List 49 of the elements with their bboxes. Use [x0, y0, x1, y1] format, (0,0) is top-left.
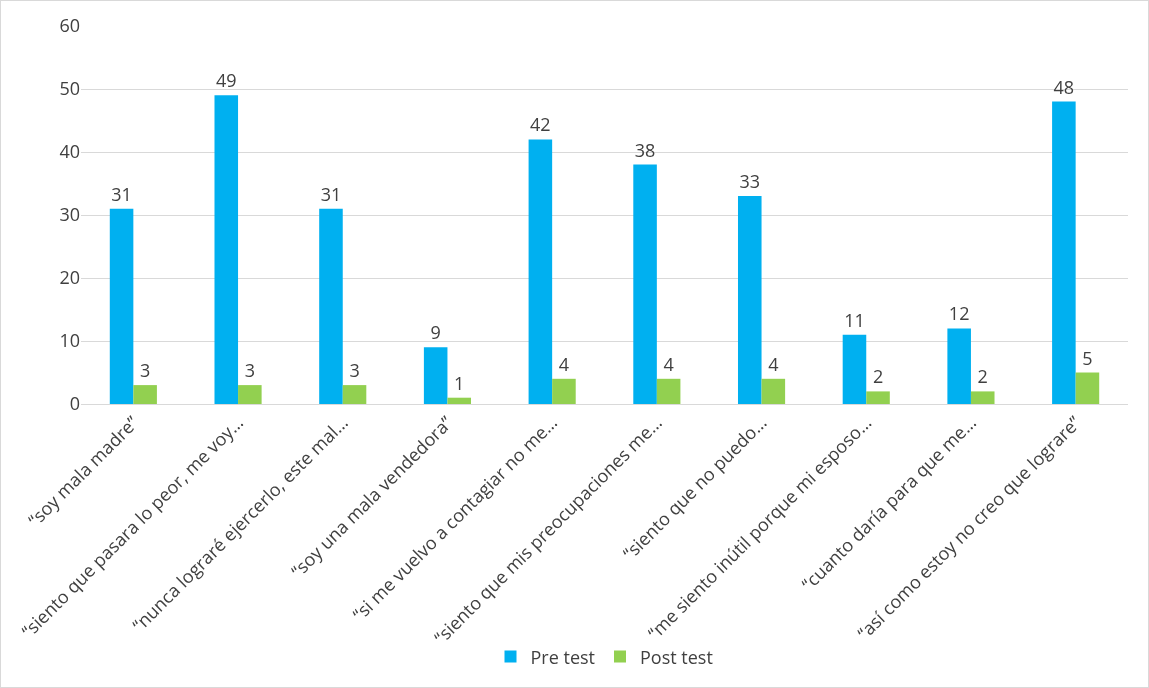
- y-tick-label: 40: [59, 139, 80, 164]
- bar: [447, 397, 472, 404]
- y-tick-label: 10: [59, 328, 80, 353]
- data-label: 1: [454, 370, 465, 395]
- bar: [633, 164, 657, 404]
- data-label: 48: [1053, 74, 1075, 99]
- bar: [238, 385, 262, 404]
- bar: [552, 378, 576, 404]
- data-label: 33: [739, 169, 761, 194]
- bar: [866, 391, 890, 404]
- data-label: 4: [558, 351, 570, 376]
- bar: [319, 208, 343, 404]
- data-label: 31: [320, 181, 342, 206]
- legend-label: Post test: [640, 644, 713, 669]
- bar: [1052, 101, 1076, 404]
- data-label: 31: [111, 181, 132, 206]
- bar: [423, 347, 448, 404]
- bar: [528, 139, 553, 404]
- bar: [214, 95, 239, 404]
- data-label: 4: [663, 351, 674, 376]
- data-label: 2: [977, 364, 988, 389]
- bar: [947, 328, 971, 404]
- y-tick-label: 0: [69, 391, 80, 416]
- data-label: 42: [530, 112, 551, 137]
- bar: [342, 385, 367, 404]
- data-label: 3: [244, 358, 255, 383]
- bar: [656, 378, 681, 404]
- data-label: 2: [872, 364, 884, 389]
- data-label: 9: [430, 320, 441, 345]
- bar: [761, 378, 786, 404]
- data-label: 5: [1082, 345, 1093, 370]
- data-label: 11: [844, 307, 865, 332]
- data-label: 4: [768, 351, 779, 376]
- bar: [737, 196, 762, 404]
- data-label: 38: [634, 137, 656, 162]
- data-label: 49: [215, 68, 237, 93]
- y-tick-label: 50: [59, 76, 80, 101]
- y-tick-label: 30: [59, 202, 80, 227]
- bar: [1075, 372, 1100, 404]
- bar: [842, 334, 867, 404]
- bar: [970, 391, 995, 404]
- y-tick-label: 20: [59, 265, 80, 290]
- bar: [133, 385, 157, 404]
- bar: [109, 208, 134, 404]
- y-tick-label: 60: [59, 13, 80, 38]
- data-label: 3: [139, 358, 151, 383]
- data-label: 12: [948, 301, 970, 326]
- data-label: 3: [349, 358, 360, 383]
- legend-label: Pre test: [530, 644, 595, 669]
